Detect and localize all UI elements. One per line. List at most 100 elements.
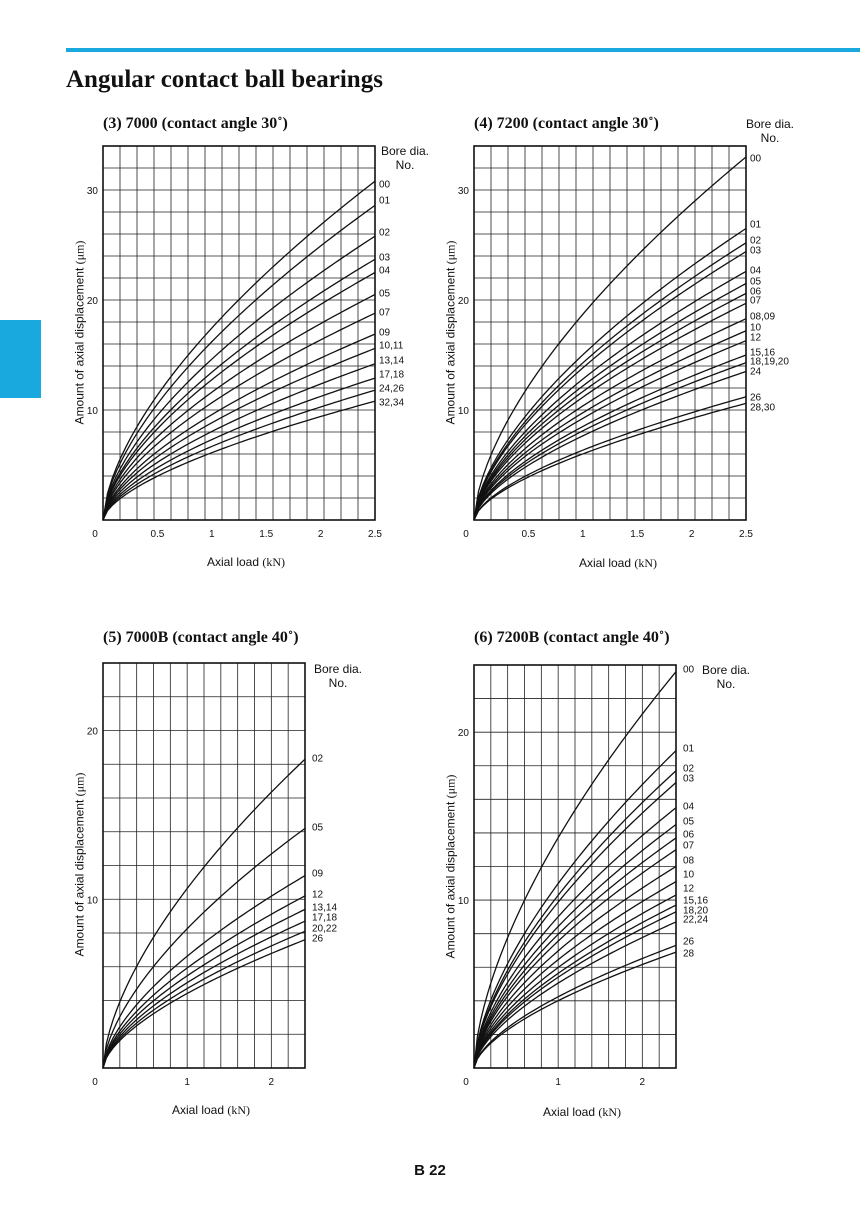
chart-2-series-03 (473, 251, 747, 521)
chart-3-series-20-22 (102, 930, 306, 1069)
chart-3-x-tick-label: 0 (92, 1077, 98, 1088)
chart-2-series-label: 02 (750, 236, 762, 247)
chart-1-series-07 (102, 312, 376, 521)
page-number: B 22 (414, 1162, 446, 1179)
chart-4-series-01 (473, 750, 677, 1069)
chart-1-x-tick-label: 0 (92, 529, 98, 540)
chart-1-series-17-18 (102, 377, 376, 521)
chart-4-title: (6) 7200B (contact angle 40˚) (474, 629, 670, 646)
chart-1-x-tick-label: 1.5 (259, 529, 273, 540)
chart-1-series-02 (102, 235, 376, 521)
chart-2-series-label: 07 (750, 296, 762, 307)
chart-4-series-06 (473, 837, 677, 1069)
chart-4-x-tick-label: 2 (640, 1077, 646, 1088)
chart-1-x-tick-label: 0.5 (150, 529, 164, 540)
chart-2-series-label: 18,19,20 (750, 357, 789, 368)
chart-1-series-01 (102, 204, 376, 521)
chart-1-series-24-26 (102, 389, 376, 521)
chart-4-series-label: 06 (683, 830, 695, 841)
chart-3-series-label: 12 (312, 890, 324, 901)
chart-1-y-tick-label: 10 (87, 406, 99, 417)
chart-4-series-08 (473, 865, 677, 1069)
chart-1-series-32-34 (102, 400, 376, 521)
chart-1-series-04 (102, 271, 376, 521)
chart-4-series-04 (473, 807, 677, 1069)
chart-2-x-axis-label: Axial load (kN) (578, 556, 658, 570)
chart-4-series-00 (473, 671, 677, 1069)
chart-4-series-label: 12 (683, 884, 695, 895)
chart-2-x-tick-label: 2.5 (739, 529, 753, 540)
chart-1-series-03 (102, 258, 376, 521)
chart-4-series-label: 26 (683, 937, 695, 948)
chart-3-x-tick-label: 2 (269, 1077, 275, 1088)
chart-2-series-label: 28,30 (750, 403, 775, 414)
chart-4-series-label: 05 (683, 817, 695, 828)
chart-2-series-label: 06 (750, 287, 762, 298)
chart-1-plot-frame (102, 145, 376, 521)
chart-1-series-label: 24,26 (379, 384, 404, 395)
chart-2-series-label: 03 (750, 246, 762, 257)
chart-4-series-label: 00 (683, 665, 695, 676)
chart-4-series-label: 02 (683, 764, 695, 775)
chart-4-series-02 (473, 770, 677, 1069)
chart-2-series-28-30 (473, 402, 747, 521)
chart-2-series-08-09 (473, 318, 747, 521)
chart-2-series-01 (473, 227, 747, 521)
chart-2-x-tick-label: 0 (463, 529, 469, 540)
chart-3-series-label: 17,18 (312, 913, 337, 924)
chart-2-series-label: 15,16 (750, 348, 775, 359)
chart-2-series-24 (473, 370, 747, 521)
chart-2-series-15-16 (473, 354, 747, 521)
chart-2-y-tick-label: 20 (458, 296, 470, 307)
chart-2-plot-frame (473, 145, 747, 521)
chart-3-series-label: 20,22 (312, 924, 337, 935)
chart-3-series-label: 05 (312, 823, 324, 834)
chart-2-series-label: 05 (750, 277, 762, 288)
chart-3-title: (5) 7000B (contact angle 40˚) (103, 629, 299, 646)
chart-2-y-tick-label: 30 (458, 186, 470, 197)
chart-1-series-00 (102, 180, 376, 521)
chart-4-series-label: 03 (683, 774, 695, 785)
side-section-tab (0, 320, 41, 398)
chart-4-series-label: 22,24 (683, 915, 708, 926)
chart-3-series-13-14 (102, 908, 306, 1069)
chart-4-series-label: 28 (683, 949, 695, 960)
chart-1-series-label: 13,14 (379, 356, 404, 367)
chart-1-y-tick-label: 20 (87, 296, 99, 307)
chart-4-series-07 (473, 849, 677, 1069)
chart-4-series-05 (473, 823, 677, 1069)
chart-4-y-tick-label: 10 (458, 896, 470, 907)
chart-2-series-10 (473, 330, 747, 521)
chart-4-series-label: 04 (683, 802, 695, 813)
chart-2-series-18-19-20 (473, 362, 747, 521)
chart-1-series-13-14 (102, 363, 376, 521)
chart-2-series-05 (473, 282, 747, 521)
chart-1-series-label: 32,34 (379, 398, 404, 409)
chart-2-y-tick-label: 10 (458, 406, 470, 417)
chart-3-series-label: 09 (312, 869, 324, 880)
chart-3-legend-title: Bore dia. No. (313, 662, 363, 690)
chart-1-series-label: 03 (379, 253, 391, 264)
chart-2-series-00 (473, 156, 747, 521)
chart-1-title: (3) 7000 (contact angle 30˚) (103, 115, 288, 132)
chart-4-series-label: 01 (683, 744, 695, 755)
chart-2-x-tick-label: 1 (580, 529, 586, 540)
chart-4-x-tick-label: 1 (555, 1077, 561, 1088)
chart-2-series-07 (473, 302, 747, 521)
chart-1-series-label: 09 (379, 328, 391, 339)
chart-2-series-label: 10 (750, 323, 762, 334)
chart-1-x-tick-label: 2.5 (368, 529, 382, 540)
chart-4-y-tick-label: 20 (458, 728, 470, 739)
chart-4-series-15-16 (473, 904, 677, 1069)
chart-1-x-tick-label: 2 (318, 529, 324, 540)
chart-4-series-03 (473, 782, 677, 1069)
chart-1-x-tick-label: 1 (209, 529, 215, 540)
chart-1-series-10-11 (102, 347, 376, 521)
chart-2-legend-title: Bore dia. No. (745, 117, 795, 145)
chart-2-series-label: 00 (750, 154, 762, 165)
chart-2-series-label: 24 (750, 367, 762, 378)
chart-3-series-05 (102, 827, 306, 1069)
chart-1-series-label: 10,11 (379, 341, 404, 352)
chart-2-series-12 (473, 340, 747, 521)
chart-3-series-12 (102, 895, 306, 1069)
